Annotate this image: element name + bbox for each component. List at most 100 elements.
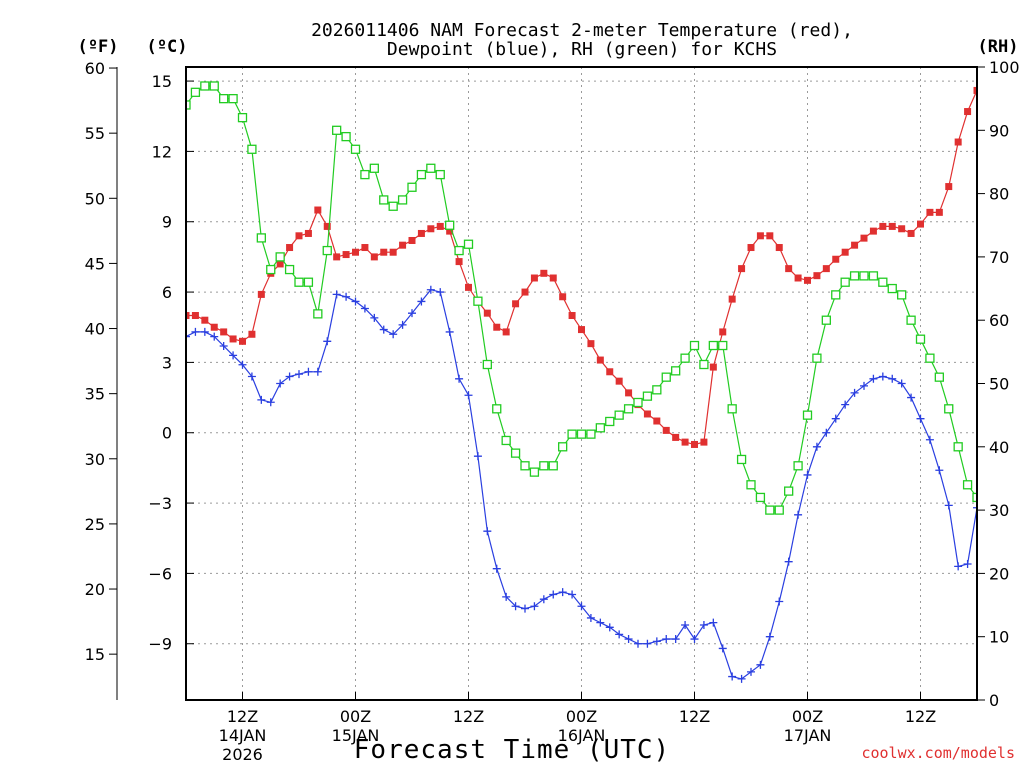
- dewpoint-point: [652, 637, 661, 646]
- temperature-point: [512, 300, 520, 308]
- rh-tick-label: 70: [989, 248, 1009, 267]
- temperature-point: [493, 323, 501, 331]
- dewpoint-point: [295, 370, 303, 379]
- dewpoint-point: [229, 351, 238, 360]
- rh-tick-label: 50: [989, 375, 1009, 394]
- temperature-point: [578, 326, 585, 334]
- temperature-point: [587, 340, 595, 348]
- x-tick-date: 17JAN: [784, 726, 832, 745]
- dewpoint-point: [699, 620, 708, 629]
- temperature-point: [681, 438, 689, 446]
- dewpoint-point: [549, 590, 558, 599]
- chart-title-line2: Dewpoint (blue), RH (green) for KCHS: [387, 39, 777, 60]
- temperature-point: [625, 389, 633, 397]
- dewpoint-point: [210, 332, 219, 341]
- dewpoint-point: [558, 588, 567, 597]
- temperature-point: [964, 108, 972, 116]
- temperature-point: [775, 244, 783, 252]
- rh-point: [708, 340, 718, 351]
- dewpoint-point: [351, 297, 360, 306]
- dewpoint-point: [342, 292, 351, 301]
- dewpoint-point: [186, 332, 190, 341]
- temperature-point: [399, 241, 407, 249]
- temperature-point: [417, 229, 425, 237]
- temperature-point: [201, 316, 209, 324]
- temperature-point: [389, 248, 397, 256]
- temperature-point: [540, 269, 548, 277]
- temperature-series: [186, 86, 977, 448]
- rh-tick-label: 60: [989, 311, 1009, 330]
- fahrenheit-tick-label: 40: [85, 320, 105, 339]
- temperature-point: [427, 225, 435, 233]
- dewpoint-point: [681, 620, 690, 629]
- dewpoint-point: [483, 527, 492, 536]
- temperature-point: [304, 229, 312, 237]
- rh-point: [510, 448, 521, 458]
- rh-tick-label: 0: [989, 691, 999, 710]
- rh-tick-label: 10: [989, 628, 1009, 647]
- series-layer: [186, 81, 1009, 683]
- temperature-point: [794, 274, 802, 282]
- temperature-point: [691, 440, 698, 448]
- dewpoint-point: [379, 325, 388, 334]
- dewpoint-point: [605, 623, 614, 632]
- temperature-point: [653, 417, 661, 425]
- temperature-point: [436, 222, 444, 230]
- dewpoint-point: [718, 644, 727, 653]
- fahrenheit-tick-label: 60: [85, 59, 105, 78]
- dewpoint-point: [521, 604, 529, 613]
- rh-point: [416, 169, 427, 180]
- dewpoint-point: [992, 295, 1000, 303]
- rh-point: [774, 505, 784, 515]
- rh-point: [727, 404, 737, 414]
- temperature-point: [530, 274, 538, 282]
- rh-point: [840, 277, 850, 287]
- x-tick-label: 12Z: [453, 707, 484, 726]
- rh-point: [934, 372, 944, 382]
- temperature-point: [455, 258, 463, 266]
- dewpoint-point: [784, 557, 793, 566]
- dewpoint-point: [417, 297, 426, 306]
- rh-point: [793, 461, 803, 471]
- rh-point: [1001, 354, 1009, 362]
- dewpoint-point: [247, 372, 256, 381]
- temperature-point: [822, 265, 830, 273]
- rh-point: [915, 334, 926, 344]
- rh-point: [831, 290, 841, 300]
- dewpoint-point: [954, 562, 963, 571]
- temperature-point: [276, 260, 284, 268]
- rh-point: [482, 359, 492, 370]
- dewpoint-point: [869, 374, 878, 383]
- temperature-point: [907, 229, 915, 237]
- temperature-point: [286, 244, 294, 252]
- dewpoint-point: [276, 379, 285, 388]
- rh-point: [661, 372, 671, 382]
- rh-point: [689, 340, 700, 351]
- dewpoint-point: [822, 428, 831, 437]
- dewpoint-point: [624, 635, 633, 644]
- rh-tick-label: 80: [989, 185, 1009, 204]
- rh-point: [284, 264, 295, 275]
- dewpoint-point: [803, 470, 812, 479]
- rh-point: [303, 277, 314, 287]
- fahrenheit-tick-label: 30: [85, 450, 105, 469]
- x-tick-date: 15JAN: [332, 726, 380, 745]
- fahrenheit-tick-label: 20: [85, 580, 105, 599]
- celsius-tick-label: 9: [162, 213, 172, 232]
- temperature-point: [832, 255, 840, 263]
- rh-point: [360, 169, 370, 180]
- celsius-tick-label: 6: [162, 283, 172, 302]
- rh-point: [520, 461, 530, 471]
- dewpoint-point: [596, 618, 605, 627]
- rh-point: [652, 385, 662, 395]
- rh-point: [454, 245, 464, 256]
- celsius-tick-label: −6: [148, 564, 172, 583]
- chart-title-line1: 2026011406 NAM Forecast 2-meter Temperat…: [311, 20, 853, 41]
- rh-point: [925, 353, 935, 363]
- rh-point: [209, 81, 219, 91]
- temperature-point: [186, 312, 190, 320]
- temperature-point: [954, 138, 962, 146]
- rh-point: [972, 492, 977, 503]
- rh-point: [812, 353, 822, 363]
